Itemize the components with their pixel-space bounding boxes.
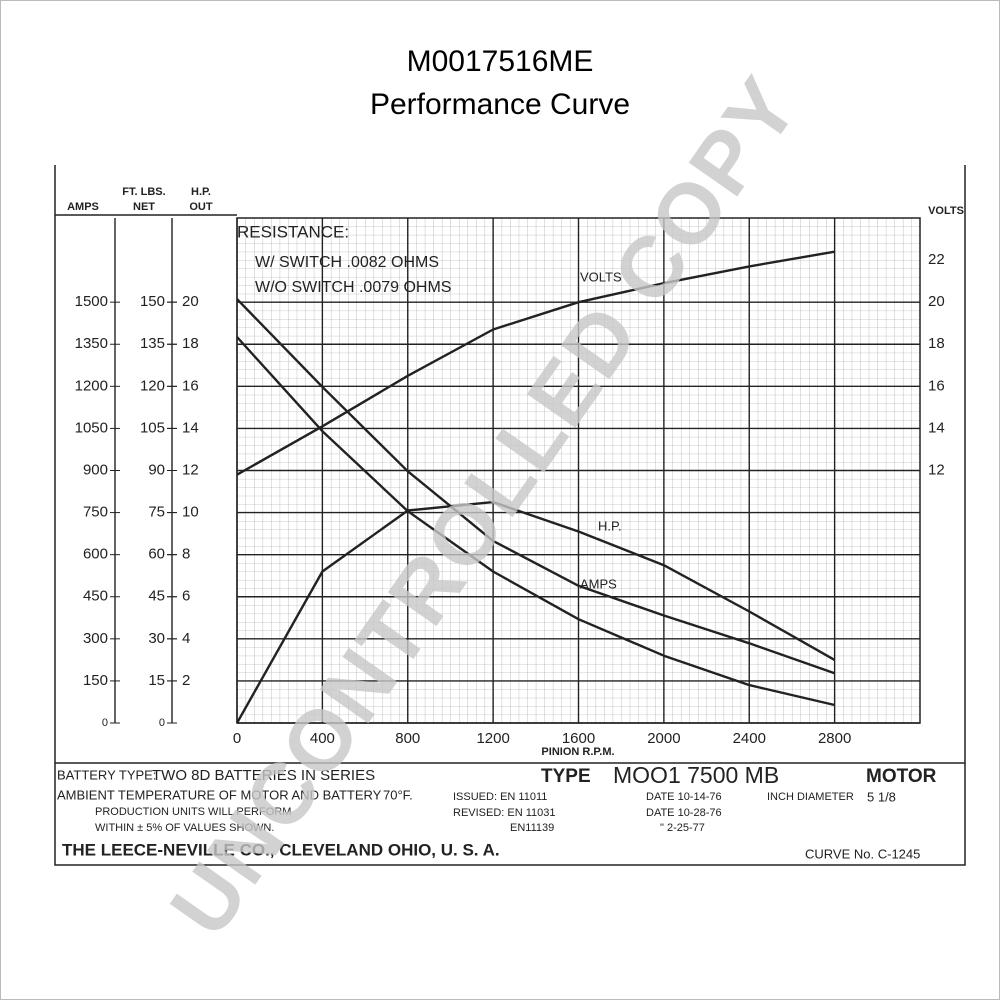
y-tick-label: 30	[148, 630, 165, 647]
annotation: W/O SWITCH .0079 OHMS	[255, 279, 451, 296]
x-tick-label: 1600	[562, 730, 595, 747]
y-tick-label: 0	[102, 717, 108, 729]
curve-label: VOLTS	[580, 269, 622, 284]
x-axis-label: PINION R.P.M.	[541, 746, 614, 758]
x-tick-label: 0	[233, 730, 241, 747]
x-tick-label: 1200	[476, 730, 509, 747]
annotation: W/ SWITCH .0082 OHMS	[255, 254, 439, 271]
curve	[236, 250, 835, 476]
footer-text: EN11139	[510, 822, 554, 834]
y-tick-label: 45	[148, 588, 165, 605]
y-tick-label: 10	[182, 504, 199, 521]
y-tick-label: 6	[182, 588, 190, 605]
curve-label: H.P.	[598, 518, 622, 533]
y-tick-label: 300	[83, 630, 108, 647]
curve	[236, 336, 835, 707]
y-tick-label: 150	[83, 672, 108, 689]
y-tick-label: 60	[148, 546, 165, 563]
y-tick-label: 12	[928, 461, 945, 478]
axis-title: H.P.	[191, 186, 211, 198]
curve	[236, 298, 835, 675]
company: THE LEECE-NEVILLE CO., CLEVELAND OHIO, U…	[62, 840, 500, 859]
footer-text: MOO1 7500 MB	[613, 762, 779, 788]
footer-text: PRODUCTION UNITS WILL PERFORM	[95, 806, 291, 818]
y-tick-label: 8	[182, 546, 190, 563]
y-tick-label: 1200	[75, 377, 108, 394]
y-tick-label: 22	[928, 251, 945, 268]
y-tick-label: 15	[148, 672, 165, 689]
y-tick-label: 0	[159, 717, 165, 729]
y-tick-label: 20	[928, 293, 945, 310]
y-tick-label: 14	[928, 419, 945, 436]
footer-text: WITHIN ± 5% OF VALUES SHOWN.	[95, 822, 274, 834]
y-tick-label: 4	[182, 630, 190, 647]
curve	[235, 500, 836, 724]
y-tick-label: 120	[140, 377, 165, 394]
footer-text: 70°F.	[383, 787, 413, 802]
x-tick-label: 400	[310, 730, 335, 747]
axis-title: VOLTS	[928, 205, 964, 217]
axis-title: FT. LBS.	[122, 186, 165, 198]
footer-text: BATTERY TYPE:	[57, 767, 156, 782]
chart-title: M0017516ME	[407, 45, 594, 78]
y-tick-label: 1050	[75, 419, 108, 436]
y-tick-label: 450	[83, 588, 108, 605]
footer-text: ISSUED: EN 11011	[453, 791, 547, 803]
footer-text: REVISED: EN 11031	[453, 807, 556, 819]
y-tick-label: 75	[148, 504, 165, 521]
y-tick-label: 14	[182, 419, 199, 436]
footer-text: " 2-25-77	[660, 822, 705, 834]
x-tick-label: 800	[395, 730, 420, 747]
y-tick-label: 2	[182, 672, 190, 689]
sheet-frame	[54, 165, 966, 866]
y-tick-label: 18	[182, 335, 199, 352]
chart-subtitle: Performance Curve	[370, 88, 630, 121]
y-tick-label: 12	[182, 461, 199, 478]
axis-title: NET	[133, 201, 155, 213]
x-tick-label: 2800	[818, 730, 851, 747]
y-tick-label: 20	[182, 293, 199, 310]
y-tick-label: 900	[83, 461, 108, 478]
x-tick-label: 2000	[647, 730, 680, 747]
footer-text: AMBIENT TEMPERATURE OF MOTOR AND BATTERY	[57, 787, 382, 802]
y-tick-label: 750	[83, 504, 108, 521]
curve-label: AMPS	[580, 576, 617, 591]
footer-text: DATE 10-14-76	[646, 791, 722, 803]
y-tick-label: 16	[182, 377, 199, 394]
x-tick-label: 2400	[733, 730, 766, 747]
y-tick-label: 90	[148, 461, 165, 478]
footer-text: 5 1/8	[867, 789, 896, 804]
footer-text: TWO 8D BATTERIES IN SERIES	[152, 767, 375, 784]
annotation: RESISTANCE:	[237, 222, 349, 241]
y-tick-label: 16	[928, 377, 945, 394]
axis-title: OUT	[189, 201, 213, 213]
footer-text: TYPE	[541, 766, 591, 787]
footer-text: MOTOR	[866, 766, 937, 787]
curve-number: CURVE No. C-1245	[805, 846, 920, 861]
y-tick-label: 600	[83, 546, 108, 563]
y-tick-label: 150	[140, 293, 165, 310]
footer-text: DATE 10-28-76	[646, 807, 722, 819]
axis-title: AMPS	[67, 201, 99, 213]
y-tick-label: 1350	[75, 335, 108, 352]
y-tick-label: 135	[140, 335, 165, 352]
y-tick-label: 18	[928, 335, 945, 352]
footer-text: INCH DIAMETER	[767, 791, 854, 803]
y-tick-label: 1500	[75, 293, 108, 310]
y-tick-label: 105	[140, 419, 165, 436]
